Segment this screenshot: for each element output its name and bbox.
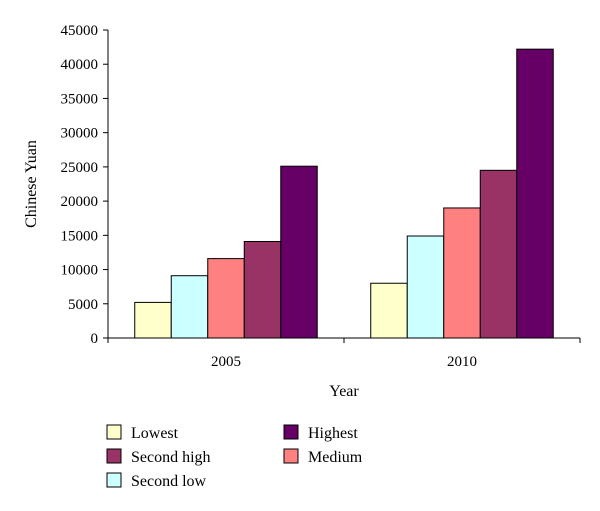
bar-lowest-2010 bbox=[370, 282, 408, 339]
legend-swatch-lowest bbox=[106, 424, 122, 440]
y-tick-label: 15000 bbox=[61, 228, 99, 244]
y-tick-label: 20000 bbox=[61, 194, 99, 210]
bar-second-high-2005 bbox=[243, 240, 282, 339]
legend-label-second-low: Second low bbox=[131, 473, 207, 490]
bar-second-low-2005 bbox=[170, 275, 209, 339]
legend: Lowest Second high Second low Highest Medium bbox=[106, 424, 363, 490]
bar-medium-2010 bbox=[443, 207, 481, 339]
bar-second-low-2010 bbox=[406, 235, 445, 339]
legend-swatch-highest bbox=[283, 424, 299, 440]
y-tick-label: 10000 bbox=[61, 263, 99, 279]
y-tick-label: 25000 bbox=[61, 160, 99, 176]
bar-highest-2005 bbox=[280, 165, 318, 339]
legend-label-lowest: Lowest bbox=[131, 425, 179, 442]
x-axis-title: Year bbox=[329, 383, 359, 400]
x-tick-label: 2005 bbox=[211, 354, 241, 370]
x-tick-label: 2010 bbox=[447, 354, 477, 370]
y-axis-title: Chinese Yuan bbox=[23, 140, 40, 228]
bars-group bbox=[134, 48, 554, 339]
y-tick-label: 0 bbox=[91, 331, 99, 347]
bar-lowest-2005 bbox=[134, 301, 172, 339]
x-axis-ticks: 2005 2010 bbox=[107, 338, 581, 370]
legend-swatch-second-high bbox=[106, 448, 122, 464]
legend-swatch-medium bbox=[283, 448, 299, 464]
bar-highest-2010 bbox=[516, 48, 554, 339]
y-tick-label: 30000 bbox=[61, 126, 99, 142]
y-axis-ticks: 0 5000 10000 15000 20000 25000 30000 35000 40000… bbox=[61, 23, 108, 347]
legend-swatch-second-low bbox=[106, 472, 122, 488]
legend-label-highest: Highest bbox=[308, 425, 358, 442]
y-tick-label: 45000 bbox=[61, 23, 99, 39]
y-tick-label: 40000 bbox=[61, 57, 99, 73]
y-tick-label: 5000 bbox=[68, 297, 98, 313]
bar-medium-2005 bbox=[207, 258, 245, 339]
y-tick-label: 35000 bbox=[61, 91, 99, 107]
legend-label-medium: Medium bbox=[308, 449, 363, 466]
bar-second-high-2010 bbox=[479, 169, 518, 339]
legend-label-second-high: Second high bbox=[131, 449, 211, 466]
